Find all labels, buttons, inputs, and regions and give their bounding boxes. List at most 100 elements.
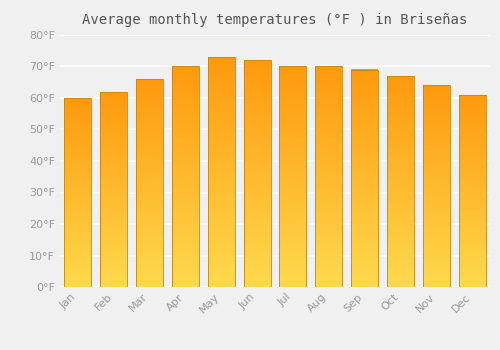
Bar	[244, 62, 270, 64]
Bar	[458, 170, 485, 171]
Bar	[136, 168, 163, 169]
Bar	[351, 101, 378, 102]
Bar	[244, 280, 270, 281]
Bar	[351, 73, 378, 74]
Bar	[208, 63, 234, 64]
Bar	[136, 238, 163, 239]
Bar	[351, 152, 378, 153]
Bar	[100, 199, 127, 200]
Bar	[100, 184, 127, 186]
Bar	[172, 266, 199, 267]
Bar	[172, 200, 199, 201]
Bar	[387, 134, 414, 135]
Bar	[208, 102, 234, 103]
Bar	[208, 62, 234, 63]
Bar	[172, 174, 199, 176]
Bar	[64, 259, 92, 260]
Bar	[280, 140, 306, 141]
Bar	[458, 276, 485, 278]
Bar	[351, 118, 378, 120]
Bar	[316, 278, 342, 279]
Bar	[208, 91, 234, 93]
Bar	[280, 127, 306, 128]
Bar	[316, 97, 342, 98]
Bar	[316, 195, 342, 197]
Bar	[244, 203, 270, 204]
Bar	[208, 270, 234, 271]
Bar	[172, 167, 199, 168]
Bar	[172, 172, 199, 174]
Bar	[316, 253, 342, 254]
Bar	[100, 205, 127, 206]
Bar	[423, 182, 450, 183]
Bar	[244, 174, 270, 175]
Bar	[64, 180, 92, 181]
Bar	[100, 134, 127, 135]
Bar	[172, 103, 199, 104]
Bar	[136, 183, 163, 184]
Bar	[423, 113, 450, 115]
Bar	[351, 144, 378, 145]
Bar	[351, 132, 378, 133]
Bar	[458, 237, 485, 238]
Bar	[387, 148, 414, 149]
Bar	[458, 109, 485, 110]
Bar	[136, 221, 163, 223]
Bar	[136, 187, 163, 188]
Bar	[351, 169, 378, 171]
Bar	[387, 199, 414, 201]
Bar	[280, 149, 306, 150]
Bar	[172, 279, 199, 280]
Bar	[316, 163, 342, 164]
Bar	[64, 236, 92, 237]
Bar	[244, 284, 270, 285]
Bar	[100, 147, 127, 148]
Bar	[64, 265, 92, 266]
Bar	[244, 90, 270, 91]
Bar	[280, 112, 306, 113]
Bar	[244, 171, 270, 173]
Bar	[244, 106, 270, 108]
Bar	[280, 274, 306, 275]
Bar	[244, 176, 270, 177]
Bar	[458, 278, 485, 279]
Bar	[458, 220, 485, 222]
Bar	[280, 119, 306, 120]
Bar	[280, 210, 306, 211]
Bar	[244, 259, 270, 260]
Bar	[64, 196, 92, 197]
Bar	[64, 276, 92, 278]
Bar	[136, 263, 163, 264]
Bar	[423, 130, 450, 131]
Bar	[351, 111, 378, 112]
Bar	[172, 78, 199, 80]
Bar	[458, 202, 485, 203]
Bar	[423, 230, 450, 232]
Bar	[351, 250, 378, 251]
Bar	[387, 179, 414, 180]
Bar	[458, 142, 485, 143]
Bar	[351, 273, 378, 274]
Bar	[458, 188, 485, 189]
Bar	[172, 277, 199, 278]
Bar	[351, 139, 378, 140]
Bar	[316, 171, 342, 172]
Bar	[316, 169, 342, 170]
Bar	[172, 112, 199, 113]
Bar	[458, 231, 485, 232]
Bar	[280, 267, 306, 268]
Bar	[244, 190, 270, 192]
Bar	[208, 244, 234, 246]
Bar	[423, 215, 450, 216]
Bar	[458, 219, 485, 221]
Bar	[351, 78, 378, 79]
Bar	[458, 147, 485, 148]
Bar	[316, 254, 342, 255]
Bar	[351, 261, 378, 262]
Bar	[208, 274, 234, 275]
Bar	[351, 223, 378, 224]
Bar	[423, 244, 450, 245]
Bar	[423, 136, 450, 137]
Bar	[100, 112, 127, 113]
Bar	[458, 162, 485, 163]
